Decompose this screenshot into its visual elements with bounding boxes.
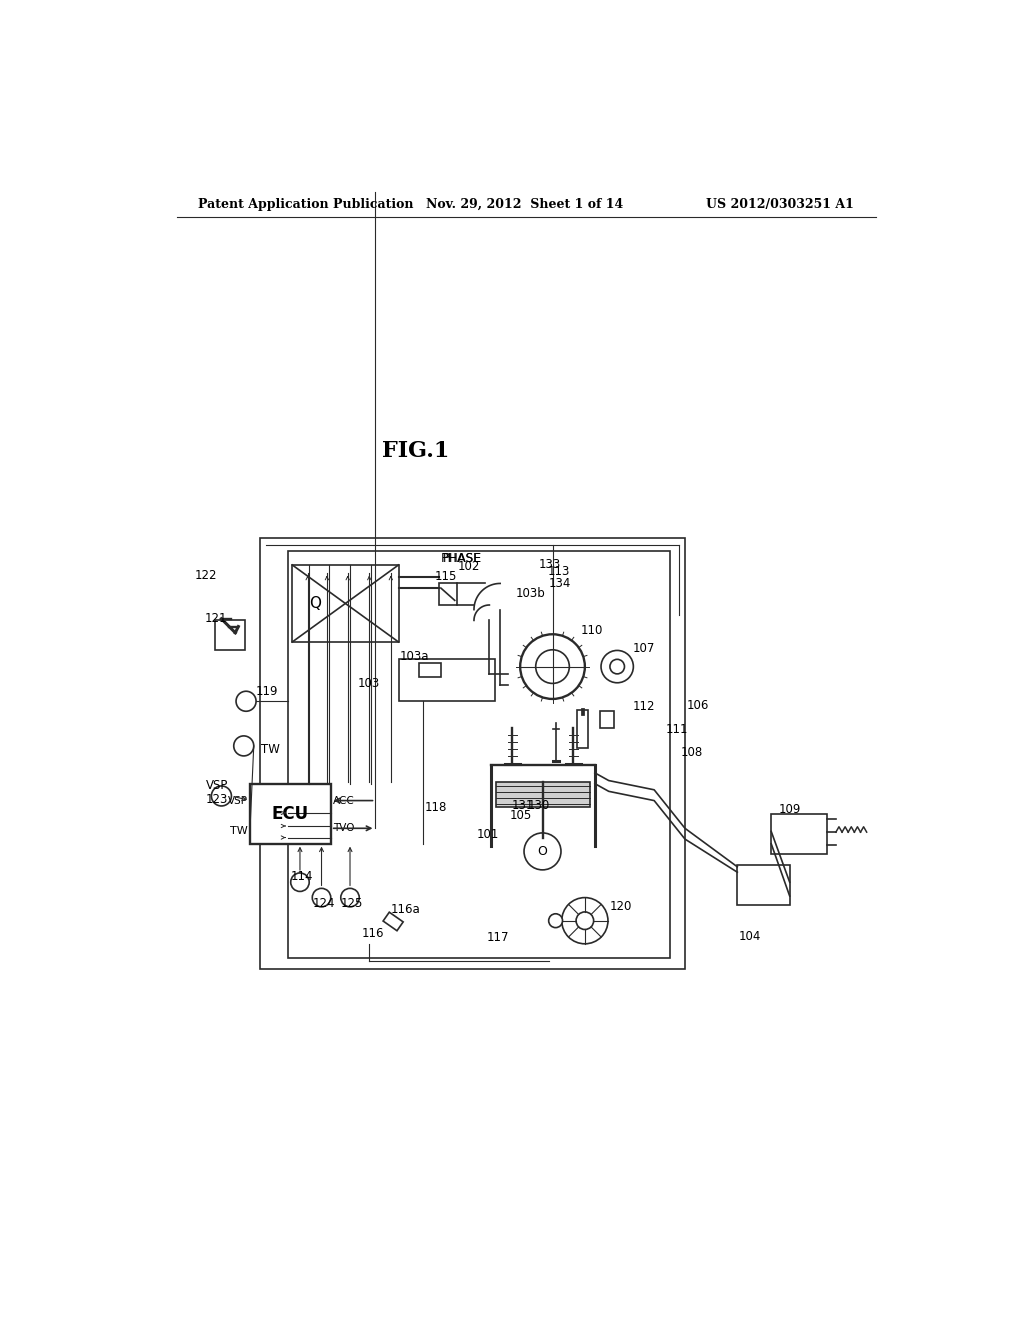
Circle shape	[341, 888, 359, 907]
Text: 134: 134	[549, 577, 571, 590]
Circle shape	[233, 737, 254, 756]
Text: PHASE: PHASE	[442, 552, 481, 565]
Text: 109: 109	[779, 803, 801, 816]
Text: 113: 113	[548, 565, 570, 578]
Circle shape	[524, 833, 561, 870]
Text: 110: 110	[581, 624, 603, 638]
Text: 119: 119	[255, 685, 278, 698]
Circle shape	[577, 912, 594, 929]
Bar	[737, 866, 790, 906]
Text: 125: 125	[341, 898, 364, 911]
Bar	[250, 784, 331, 843]
Circle shape	[520, 635, 585, 700]
Text: 108: 108	[681, 746, 703, 759]
Text: TW: TW	[229, 826, 248, 837]
Circle shape	[549, 913, 562, 928]
Circle shape	[237, 692, 256, 711]
Circle shape	[536, 649, 569, 684]
Bar	[383, 912, 403, 931]
Bar	[292, 565, 398, 642]
Text: 115: 115	[435, 570, 457, 583]
Text: TW: TW	[261, 743, 281, 756]
Text: Nov. 29, 2012  Sheet 1 of 14: Nov. 29, 2012 Sheet 1 of 14	[426, 198, 624, 211]
Text: Patent Application Publication: Patent Application Publication	[199, 198, 414, 211]
Text: VSP: VSP	[227, 796, 248, 805]
Text: 120: 120	[609, 900, 632, 913]
Text: FIG.1: FIG.1	[382, 440, 450, 462]
Text: Q: Q	[309, 595, 322, 611]
Bar	[419, 663, 441, 677]
Bar	[289, 552, 670, 958]
Text: 122: 122	[195, 569, 217, 582]
Text: 118: 118	[425, 801, 447, 814]
Text: 123: 123	[206, 792, 228, 805]
Text: 116: 116	[361, 927, 384, 940]
Text: 117: 117	[486, 931, 509, 944]
Text: 133: 133	[539, 557, 561, 570]
Text: 121: 121	[205, 612, 227, 626]
Text: 105: 105	[509, 809, 531, 822]
Text: O: O	[538, 845, 548, 858]
Text: 103a: 103a	[400, 649, 429, 663]
Bar	[578, 710, 588, 748]
Bar	[260, 539, 685, 969]
Text: 103b: 103b	[515, 587, 546, 601]
Circle shape	[312, 888, 331, 907]
Text: 101: 101	[477, 828, 500, 841]
Text: 107: 107	[633, 643, 655, 656]
Text: ACC: ACC	[333, 796, 355, 805]
Circle shape	[562, 898, 608, 944]
Text: PHASE: PHASE	[441, 552, 482, 565]
Bar	[438, 583, 457, 605]
Bar	[600, 711, 614, 729]
Bar	[496, 781, 590, 807]
Circle shape	[211, 785, 231, 807]
Text: 131: 131	[512, 799, 535, 812]
Circle shape	[601, 651, 634, 682]
Text: 102: 102	[458, 560, 480, 573]
Text: US 2012/0303251 A1: US 2012/0303251 A1	[707, 198, 854, 211]
Text: 114: 114	[291, 870, 313, 883]
Text: TVO: TVO	[333, 824, 354, 833]
Bar	[398, 659, 495, 701]
Bar	[771, 814, 826, 854]
Bar	[215, 620, 245, 649]
Text: 106: 106	[686, 698, 709, 711]
Circle shape	[291, 873, 309, 891]
Text: VSP: VSP	[206, 779, 228, 792]
Text: ECU: ECU	[271, 805, 308, 822]
Text: 116a: 116a	[391, 903, 421, 916]
Text: 104: 104	[739, 929, 761, 942]
Text: 112: 112	[633, 700, 655, 713]
Text: 130: 130	[528, 799, 550, 812]
Text: 103: 103	[357, 677, 380, 690]
Text: 111: 111	[666, 723, 688, 737]
Text: 124: 124	[312, 898, 335, 911]
Circle shape	[610, 659, 625, 675]
